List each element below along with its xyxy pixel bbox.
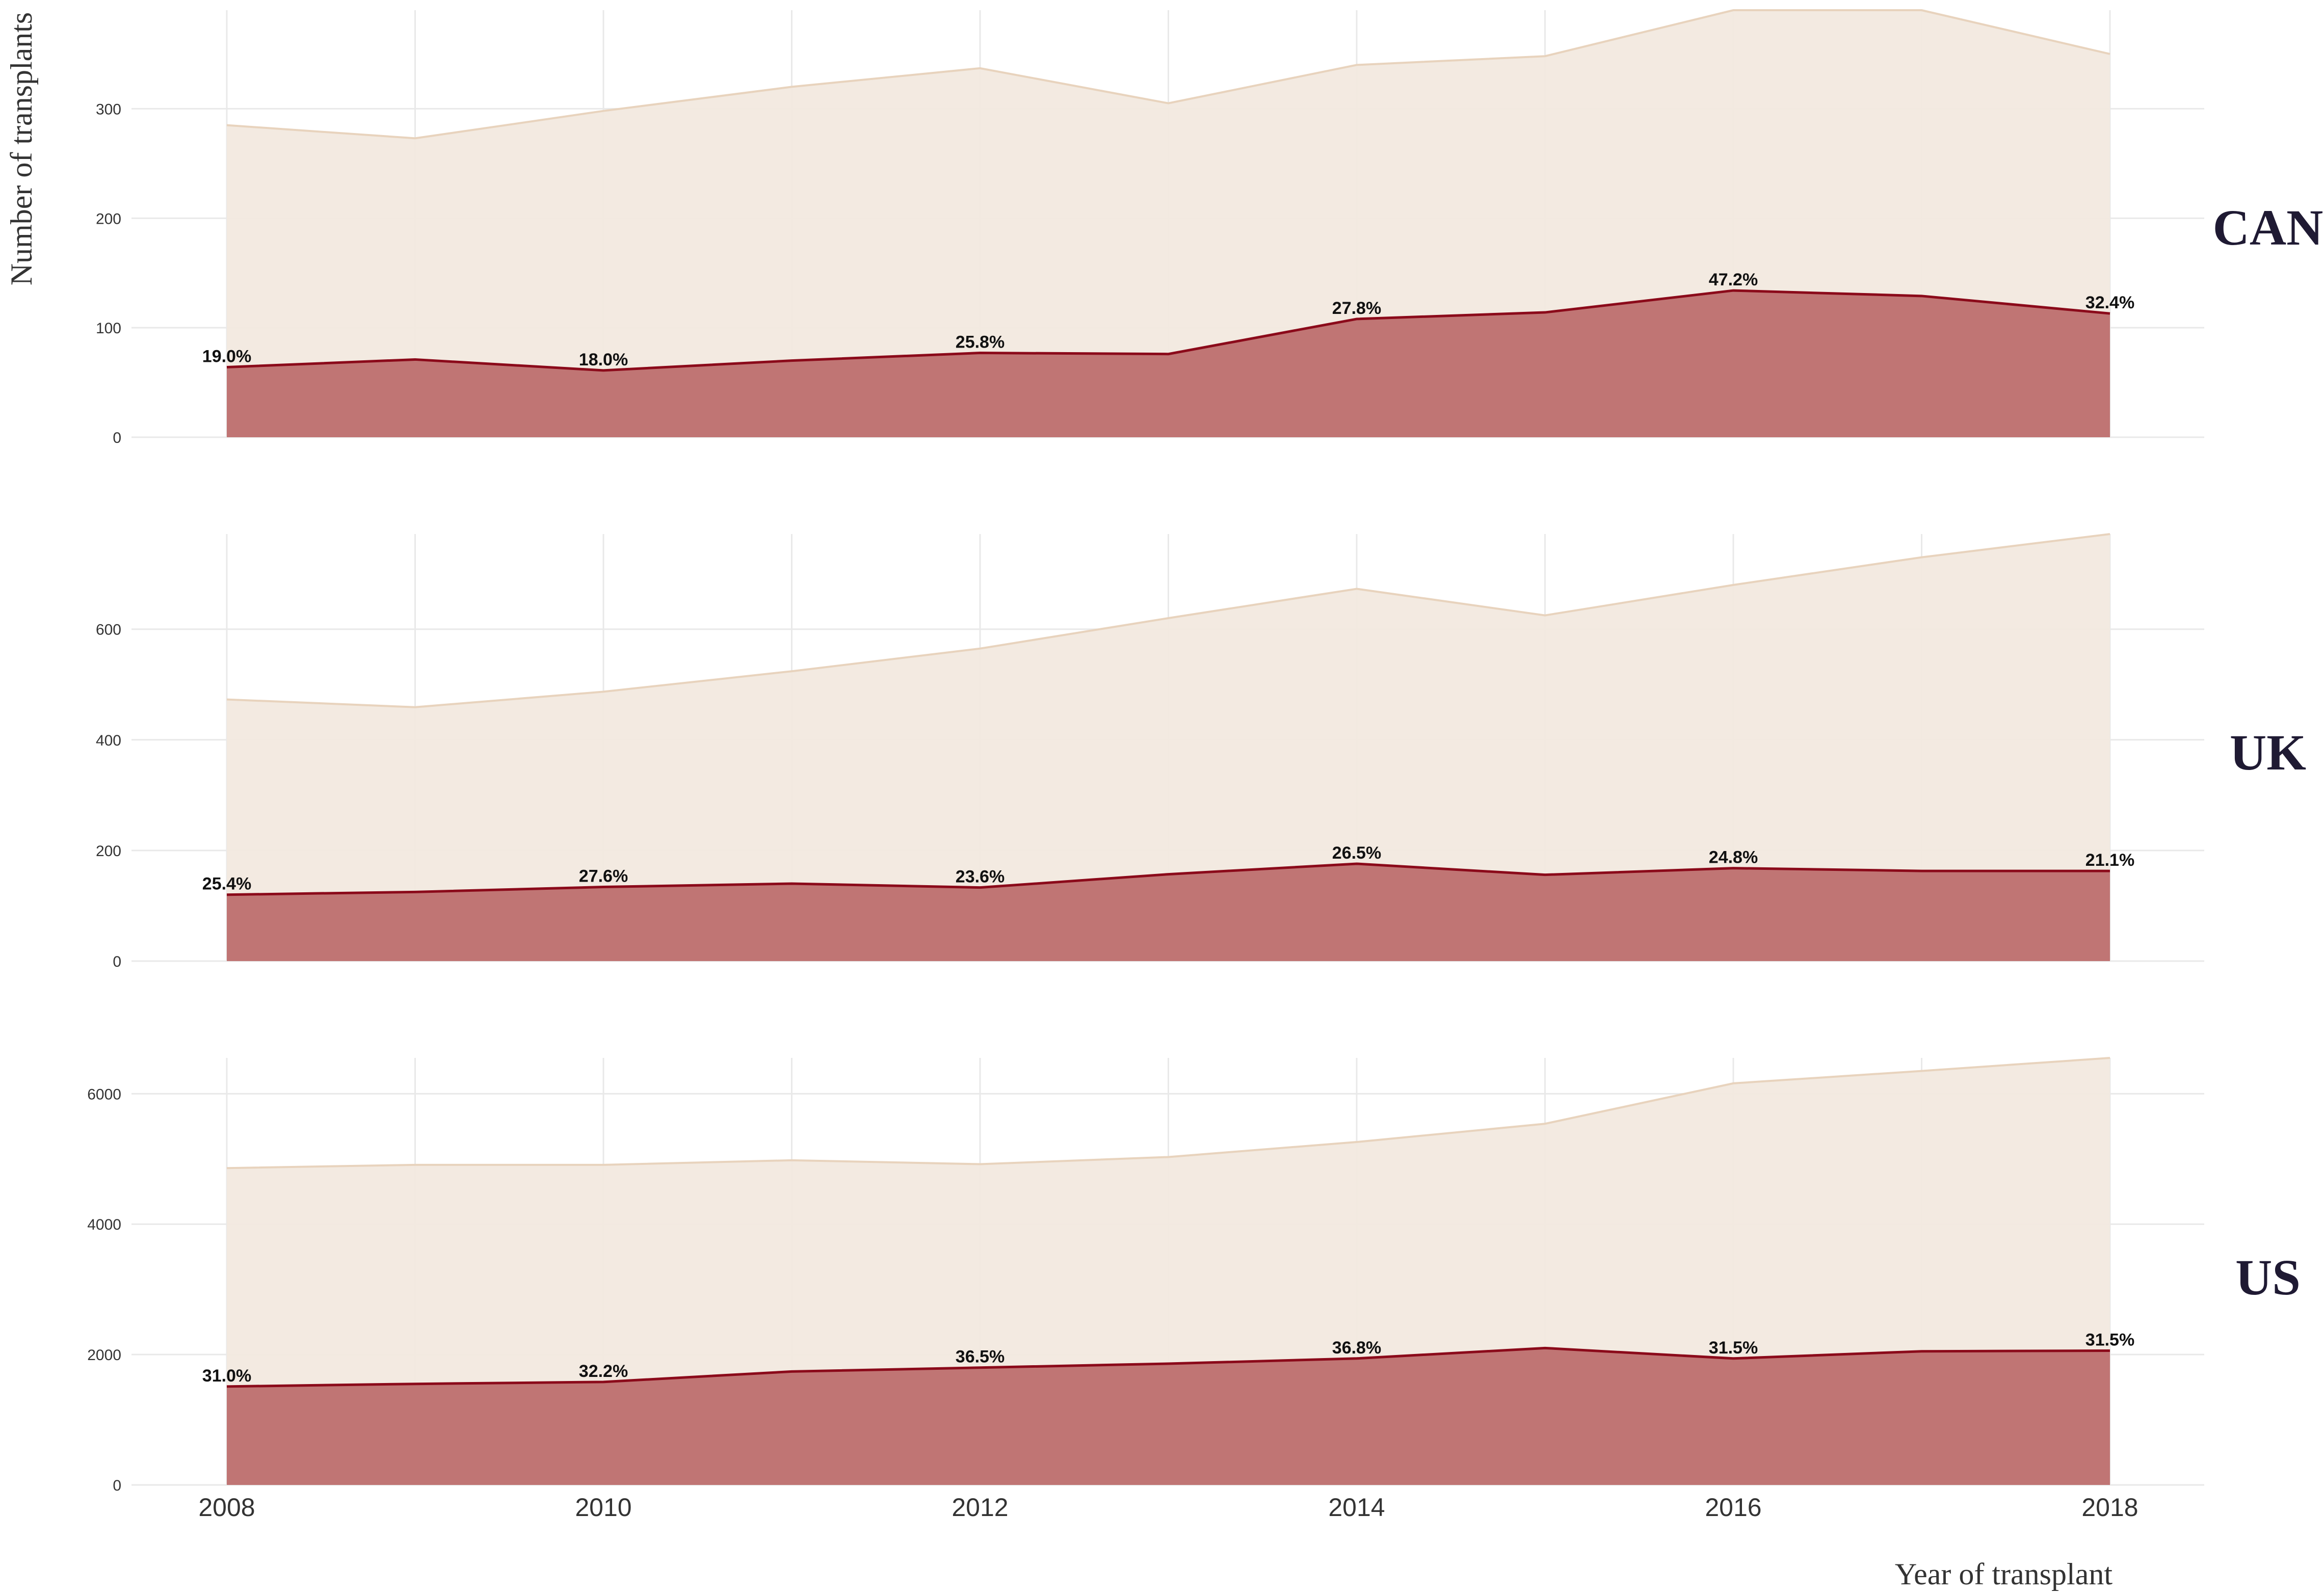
percent-label: 19.0% (202, 347, 251, 366)
percent-label: 32.4% (2085, 293, 2134, 312)
facet-label-can: CAN (2213, 199, 2323, 256)
y-tick-label: 200 (96, 843, 121, 860)
percent-label: 24.8% (1709, 848, 1758, 867)
y-tick-label: 100 (96, 320, 121, 337)
y-tick-label: 2000 (87, 1347, 121, 1364)
percent-label: 31.5% (1709, 1338, 1758, 1358)
x-tick-label: 2012 (952, 1493, 1008, 1522)
x-tick-label: 2010 (575, 1493, 631, 1522)
x-tick-label: 2018 (2081, 1493, 2138, 1522)
y-tick-label: 0 (113, 430, 121, 446)
percent-label: 26.5% (1332, 843, 1381, 863)
subset-line (226, 1346, 2110, 1388)
percent-label: 31.0% (202, 1366, 251, 1386)
y-tick-label: 300 (96, 101, 121, 118)
panel-uk: 0 200 400 600 25.4% 27.6% 23.6% 26.5% 24.8% 21.1%… (96, 533, 2306, 970)
total-line (226, 9, 2110, 140)
subset-area (227, 1348, 2110, 1485)
percent-label: 27.8% (1332, 299, 1381, 318)
subset-area (227, 863, 2110, 961)
y-tick-label: 4000 (87, 1216, 121, 1233)
y-axis-title: Number of transplants (5, 12, 38, 286)
percent-label: 25.8% (956, 333, 1005, 352)
total-line (226, 533, 2110, 708)
percent-label: 36.5% (956, 1347, 1005, 1367)
percent-label: 47.2% (1709, 270, 1758, 289)
percent-label: 18.0% (579, 350, 628, 369)
percent-label: 21.1% (2085, 851, 2134, 870)
percent-label: 32.2% (579, 1362, 628, 1381)
x-tick-label: 2008 (198, 1493, 255, 1522)
facet-label-uk: UK (2230, 724, 2306, 781)
percent-label: 36.8% (1332, 1338, 1381, 1358)
subset-area (227, 290, 2110, 437)
y-tick-label: 0 (113, 1477, 121, 1494)
panel-us: 0 2000 4000 6000 31.0% 32.2% 36.5% 36.8% 31.5% 31… (87, 1057, 2301, 1494)
panel-can: 0 100 200 300 19.0% 18.0% 25.8% 27.8% 47.2% 32.4%… (96, 9, 2323, 446)
y-tick-label: 200 (96, 210, 121, 227)
percent-label: 25.4% (202, 874, 251, 894)
y-tick-label: 400 (96, 732, 121, 749)
y-tick-label: 6000 (87, 1086, 121, 1103)
total-line (226, 1057, 2110, 1170)
x-tick-label: 2014 (1328, 1493, 1385, 1522)
percent-label: 31.5% (2085, 1330, 2134, 1349)
y-tick-label: 600 (96, 622, 121, 639)
percent-label: 27.6% (579, 867, 628, 886)
total-area (227, 534, 2110, 961)
subset-line (226, 289, 2110, 372)
percent-label: 23.6% (956, 867, 1005, 887)
x-tick-label: 2016 (1705, 1493, 1761, 1522)
x-axis-ticks: 2008 2010 2012 2014 2016 2018 (198, 1493, 2138, 1522)
x-axis-title: Year of transplant (1895, 1557, 2112, 1591)
y-tick-label: 0 (113, 953, 121, 970)
facet-label-us: US (2235, 1249, 2301, 1306)
subset-line (226, 862, 2110, 896)
